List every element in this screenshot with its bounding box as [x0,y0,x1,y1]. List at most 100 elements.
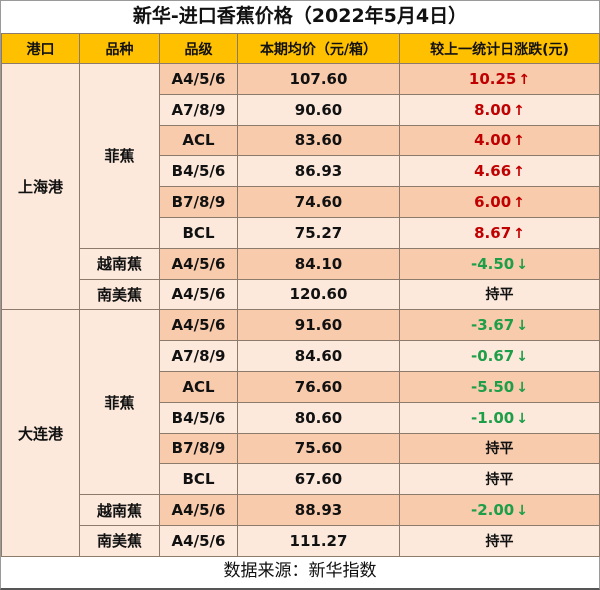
table-row: A7/8/9 90.60 8.00 ↑ [2,93,600,126]
banana-price-table: 港口 品种 品级 本期均价（元/箱） 较上一统计日涨跌(元) 上海港 菲蕉 A4/5… [1,33,600,557]
arrow-up-icon: ↑ [513,164,525,181]
grade-cell: A4/5/6 [159,494,238,526]
table-row: B7/8/9 75.60 持平 [2,432,600,465]
change-value: -1.00 [471,408,515,427]
change-value: 8.67 [474,223,512,242]
grade-cell: BCL [159,463,238,496]
change-value: 持平 [485,441,514,458]
header-grade: 品级 [159,33,238,64]
change-cell: 8.00 ↑ [399,93,600,126]
table-row: A7/8/9 84.60 -0.67 ↓ [2,340,600,372]
grade-cell: ACL [159,370,238,403]
arrow-up-icon: ↑ [513,133,525,150]
change-value: -3.67 [471,316,515,335]
table-row: 大连港 菲蕉 A4/5/6 91.60 -3.67 ↓ [1,309,600,557]
change-cell: -3.67 ↓ [399,309,600,342]
change-cell: 持平 [399,524,600,557]
arrow-up-icon: ↑ [513,195,525,212]
data-source-note: 数据来源：新华指数 [223,561,377,581]
change-value: 持平 [485,533,514,550]
change-cell: 持平 [399,432,600,465]
header-row: 港口 品种 品级 本期均价（元/箱） 较上一统计日涨跌(元) [1,33,600,64]
table-body: 上海港 菲蕉 A4/5/6 107.60 10.25 ↑ A7/8/9 90.60 8.00 ↑ A… [1,62,600,557]
arrow-down-icon: ↓ [516,256,528,273]
price-cell: 91.60 [237,309,400,342]
price-cell: 88.93 [237,494,400,526]
arrow-down-icon: ↓ [516,318,528,335]
grade-cell: A4/5/6 [159,309,238,342]
grade-cell: A4/5/6 [159,278,238,311]
grade-cell: ACL [159,124,238,157]
table-row: B4/5/6 80.60 -1.00 ↓ [2,401,600,434]
price-cell: 74.60 [237,186,400,218]
change-cell: 8.67 ↑ [399,216,600,249]
price-cell: 75.27 [237,216,400,249]
port-cell: 上海港 [1,62,80,311]
grade-cell: A7/8/9 [159,340,238,372]
variety-cell: 越南蕉 [79,247,160,280]
arrow-down-icon: ↓ [516,503,528,520]
grade-cell: B4/5/6 [159,401,238,434]
table-row: 上海港 菲蕉 A4/5/6 107.60 10.25 ↑ [1,62,600,311]
grade-cell: B7/8/9 [159,186,238,218]
change-cell: 持平 [399,278,600,311]
change-cell: 4.66 ↑ [399,155,600,188]
price-cell: 76.60 [237,370,400,403]
arrow-down-icon: ↓ [516,410,528,427]
price-cell: 107.60 [237,63,400,95]
variety-cell: 菲蕉 [79,63,160,249]
change-value: -5.50 [471,377,515,396]
price-cell: 83.60 [237,124,400,157]
arrow-down-icon: ↓ [516,379,528,396]
table-row: 南美蕉 A4/5/6 120.60 持平 [2,278,600,311]
price-cell: 67.60 [237,463,400,496]
arrow-down-icon: ↓ [516,349,528,366]
change-value: -2.00 [471,501,515,520]
change-value: -4.50 [471,254,515,273]
grade-cell: A4/5/6 [159,524,238,557]
table-row: 越南蕉 A4/5/6 88.93 -2.00 ↓ [2,494,600,526]
table-row: BCL 67.60 持平 [2,463,600,496]
change-value: 8.00 [474,100,512,119]
change-cell: 6.00 ↑ [399,186,600,218]
price-cell: 120.60 [237,278,400,311]
arrow-up-icon: ↑ [518,71,531,88]
header-avg-price: 本期均价（元/箱） [237,33,400,64]
change-cell: 4.00 ↑ [399,124,600,157]
header-variety: 品种 [79,33,160,64]
price-cell: 75.60 [237,432,400,465]
change-value: 持平 [485,287,514,304]
change-cell: -5.50 ↓ [399,370,600,403]
table-row: 越南蕉 A4/5/6 84.10 -4.50 ↓ [2,247,600,280]
price-cell: 86.93 [237,155,400,188]
table-row: B7/8/9 74.60 6.00 ↑ [2,186,600,218]
grade-cell: A4/5/6 [159,63,238,95]
table-row: B4/5/6 86.93 4.66 ↑ [2,155,600,188]
grade-cell: A7/8/9 [159,93,238,126]
variety-cell: 菲蕉 [79,309,160,496]
change-cell: -2.00 ↓ [399,494,600,526]
table-title: 新华-进口香蕉价格（2022年5月4日） [132,5,468,27]
variety-cell: 南美蕉 [79,278,160,311]
change-value: 4.00 [474,131,512,150]
change-value: 6.00 [474,193,512,212]
change-value: 4.66 [474,162,512,181]
price-cell: 84.10 [237,247,400,280]
variety-cell: 南美蕉 [79,524,160,557]
grade-cell: A4/5/6 [159,247,238,280]
arrow-up-icon: ↑ [513,225,525,242]
port-cell: 大连港 [1,309,80,557]
change-cell: 10.25 ↑ [399,63,600,95]
grade-cell: B7/8/9 [159,432,238,465]
change-cell: -4.50 ↓ [399,247,600,280]
change-cell: -0.67 ↓ [399,340,600,372]
variety-cell: 越南蕉 [79,494,160,526]
table-row: ACL 76.60 -5.50 ↓ [2,370,600,403]
change-value: -0.67 [471,347,515,366]
price-cell: 111.27 [237,524,400,557]
table-row: 南美蕉 A4/5/6 111.27 持平 [2,524,600,557]
change-value: 持平 [485,472,514,489]
change-cell: -1.00 ↓ [399,401,600,434]
price-cell: 80.60 [237,401,400,434]
grade-cell: BCL [159,216,238,249]
